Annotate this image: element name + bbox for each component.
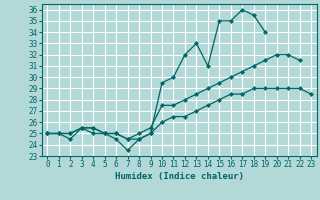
X-axis label: Humidex (Indice chaleur): Humidex (Indice chaleur) xyxy=(115,172,244,181)
